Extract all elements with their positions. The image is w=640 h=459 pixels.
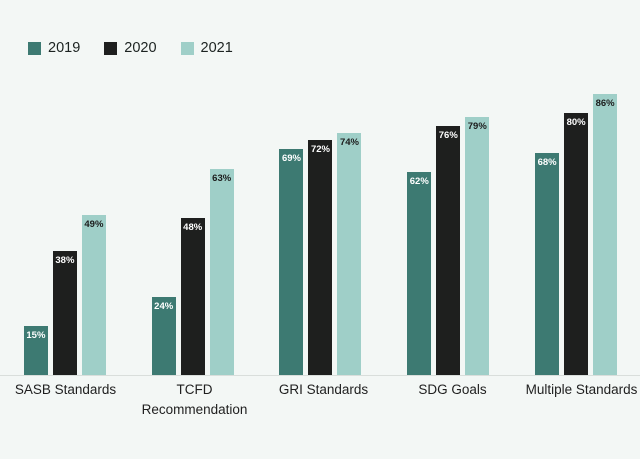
bar-value-label: 74% xyxy=(339,137,359,148)
bar-value-label: 38% xyxy=(55,255,75,266)
bar-value-label: 15% xyxy=(26,330,46,341)
bar-value-label: 79% xyxy=(467,121,487,132)
legend-label: 2020 xyxy=(124,40,157,56)
legend-label: 2021 xyxy=(200,40,233,56)
bar-value-label: 76% xyxy=(438,130,458,141)
bar-group: 15% 38% 49% xyxy=(1,215,129,375)
bar-value-label: 24% xyxy=(154,301,174,312)
legend-item-2019[interactable]: 2019 xyxy=(28,40,80,56)
bar-2021[interactable]: 49% xyxy=(81,215,106,375)
bar-2020[interactable]: 80% xyxy=(564,113,589,375)
bar-2021[interactable]: 63% xyxy=(209,169,234,375)
x-axis-line xyxy=(0,375,640,376)
bar-value-label: 86% xyxy=(595,98,615,109)
bar-value-label: 80% xyxy=(566,117,586,128)
legend-swatch-2020 xyxy=(104,41,118,55)
bar-2020[interactable]: 48% xyxy=(180,218,205,375)
category-label: Multiple Standards xyxy=(525,382,638,397)
legend-item-2021[interactable]: 2021 xyxy=(180,40,233,56)
bar-value-label: 49% xyxy=(84,219,104,230)
legend-item-2020[interactable]: 2020 xyxy=(104,40,157,56)
legend-label: 2019 xyxy=(48,40,81,56)
bar-2019[interactable]: 24% xyxy=(151,297,176,375)
category-axis: SASB Standards TCFD Recommendation GRI Sta… xyxy=(1,380,640,419)
plot-area: 15% 38% 49% 24% 48% 63% 69% 72% 74% 62% 76% 79% 68% 8… xyxy=(1,0,640,375)
bar-2021[interactable]: 74% xyxy=(337,133,362,375)
bar-2019[interactable]: 68% xyxy=(535,153,560,375)
bar-group: 24% 48% 63% xyxy=(129,169,257,375)
bar-group: 68% 80% 86% xyxy=(512,94,640,375)
bar-2019[interactable]: 62% xyxy=(407,172,432,375)
bar-2021[interactable]: 86% xyxy=(593,94,618,375)
bar-value-label: 48% xyxy=(183,222,203,233)
category-label: SDG Goals xyxy=(418,382,487,397)
category-label: SASB Standards xyxy=(14,382,117,397)
bar-2021[interactable]: 79% xyxy=(465,117,490,375)
category-label: GRI Standards xyxy=(278,382,369,397)
bar-value-label: 68% xyxy=(537,157,557,168)
bar-value-label: 62% xyxy=(409,176,429,187)
category-label: TCFD Recommendation xyxy=(141,382,248,417)
bar-2019[interactable]: 69% xyxy=(279,149,304,375)
bar-value-label: 63% xyxy=(212,173,232,184)
legend-swatch-2021 xyxy=(180,41,194,55)
bar-value-label: 72% xyxy=(310,144,330,155)
bar-2020[interactable]: 72% xyxy=(308,140,333,375)
bar-group: 69% 72% 74% xyxy=(257,133,385,375)
bar-2020[interactable]: 76% xyxy=(436,126,461,375)
bar-value-label: 69% xyxy=(281,153,301,164)
bar-2020[interactable]: 38% xyxy=(52,251,77,375)
legend-swatch-2019 xyxy=(28,41,41,55)
bar-group: 62% 76% 79% xyxy=(384,117,512,375)
bar-2019[interactable]: 15% xyxy=(23,326,48,375)
chart-legend: 2019 2020 2021 xyxy=(28,40,233,56)
